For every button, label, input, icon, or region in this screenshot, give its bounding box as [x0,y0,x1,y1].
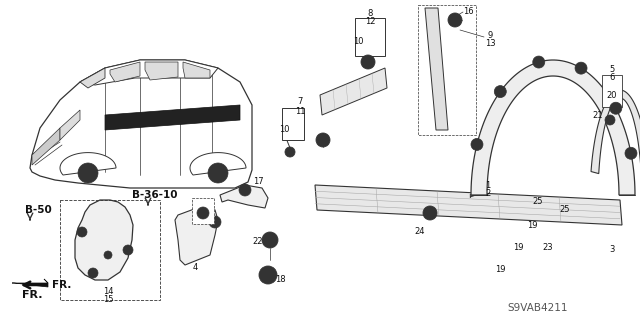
Circle shape [361,55,375,69]
Text: B-36-10: B-36-10 [132,190,178,200]
Polygon shape [425,8,448,130]
Text: 19: 19 [495,265,505,275]
Text: 19: 19 [513,243,524,253]
Text: 18: 18 [275,276,285,285]
Circle shape [575,62,587,74]
FancyBboxPatch shape [602,75,622,107]
Polygon shape [145,62,178,80]
Polygon shape [591,90,640,174]
Polygon shape [80,68,105,88]
Text: 12: 12 [365,17,375,26]
Circle shape [285,147,295,157]
Circle shape [208,163,228,183]
Text: 13: 13 [484,39,495,48]
Circle shape [259,266,277,284]
Text: 17: 17 [253,177,263,187]
Text: 9: 9 [488,31,493,40]
Circle shape [605,115,615,125]
Circle shape [77,227,87,237]
Text: B-50: B-50 [24,205,51,215]
Polygon shape [60,110,80,140]
FancyBboxPatch shape [282,108,304,140]
Text: FR.: FR. [22,290,42,300]
Text: 23: 23 [543,243,554,253]
Circle shape [532,56,545,68]
FancyBboxPatch shape [192,198,214,224]
Text: S9VAB4211: S9VAB4211 [508,303,568,313]
Text: 14: 14 [103,287,113,296]
Polygon shape [175,205,218,265]
Circle shape [448,13,462,27]
Text: FR.: FR. [52,280,72,290]
Circle shape [423,206,437,220]
Polygon shape [80,60,218,85]
Text: 22: 22 [253,238,263,247]
Text: 3: 3 [609,246,614,255]
Polygon shape [110,62,140,82]
Text: 2: 2 [485,189,491,198]
Text: 5: 5 [609,65,614,75]
Text: 4: 4 [193,263,198,272]
Circle shape [197,207,209,219]
Text: 25: 25 [560,205,570,214]
Circle shape [239,184,251,196]
Polygon shape [60,152,116,175]
Polygon shape [30,60,252,188]
Polygon shape [75,200,133,280]
Polygon shape [32,128,60,165]
Circle shape [88,268,98,278]
Text: 10: 10 [353,38,364,47]
Polygon shape [12,279,48,287]
Polygon shape [220,185,268,208]
Circle shape [610,102,622,114]
Text: 8: 8 [367,9,372,18]
Circle shape [262,232,278,248]
Text: 20: 20 [607,92,617,100]
Polygon shape [190,152,246,175]
Polygon shape [105,105,240,130]
Polygon shape [183,62,210,78]
Circle shape [209,216,221,228]
Circle shape [213,168,223,178]
FancyBboxPatch shape [355,18,385,56]
Text: 11: 11 [295,108,305,116]
Polygon shape [315,185,622,225]
Circle shape [104,251,112,259]
Text: 24: 24 [415,227,425,236]
Text: 16: 16 [463,8,474,17]
Text: 21: 21 [593,110,604,120]
Text: 25: 25 [532,197,543,206]
Circle shape [83,168,93,178]
Text: 10: 10 [279,125,289,135]
Circle shape [471,138,483,151]
Circle shape [316,133,330,147]
Circle shape [625,147,637,159]
Text: 15: 15 [103,295,113,305]
Polygon shape [471,60,635,195]
Polygon shape [320,68,387,115]
Text: 1: 1 [485,182,491,190]
Text: 6: 6 [609,73,614,83]
Circle shape [78,163,98,183]
Circle shape [123,245,133,255]
Text: 7: 7 [298,98,303,107]
Text: 19: 19 [527,220,537,229]
Circle shape [494,85,506,98]
